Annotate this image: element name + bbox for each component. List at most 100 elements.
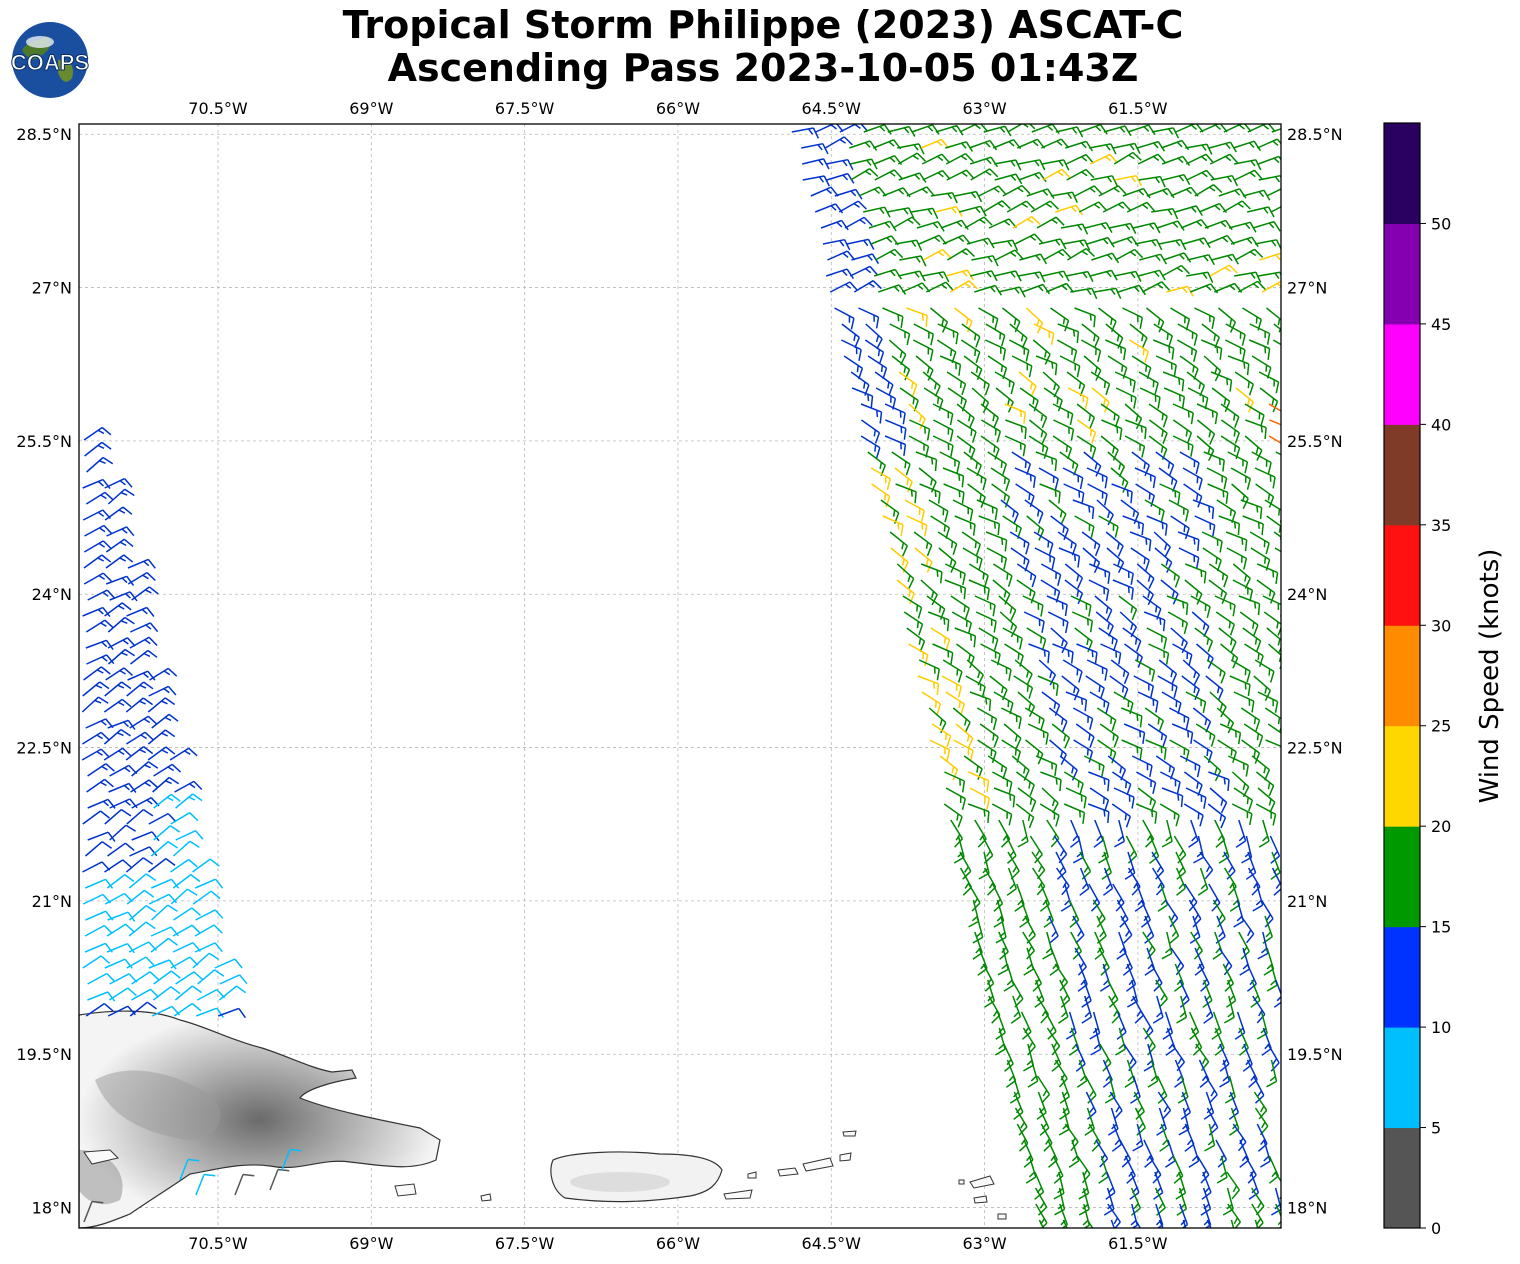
wind-barb [1090, 371, 1111, 396]
wind-barb [1245, 851, 1257, 880]
wind-barb [1143, 1043, 1155, 1072]
wind-barb [1146, 307, 1165, 333]
wind-barb [994, 371, 1015, 395]
wind-barb [981, 835, 994, 864]
wind-barb [1065, 787, 1087, 809]
wind-barb [1011, 355, 1033, 378]
wind-barb [1273, 323, 1281, 331]
wind-barb [1052, 643, 1074, 664]
wind-barb [930, 191, 958, 204]
wind-barb [1151, 127, 1180, 139]
wind-barb [930, 627, 951, 651]
wind-barb [1192, 707, 1212, 733]
wind-barb [944, 563, 966, 586]
wind-barb [1076, 1155, 1091, 1184]
wind-barb [904, 499, 925, 522]
wind-barb [1031, 867, 1046, 896]
wind-barb [1097, 739, 1117, 764]
wind-barb [194, 942, 223, 953]
wind-barb [1014, 233, 1043, 245]
wind-barb [1166, 595, 1189, 615]
colorbar: 0 5 10 15 20 25 30 35 40 45 50 [1383, 122, 1451, 1238]
wind-barb [850, 168, 879, 181]
wind-barb [1052, 1155, 1064, 1184]
lat-tick-left: 27°N [32, 279, 72, 298]
wind-barb [1111, 771, 1132, 796]
wind-barb [1263, 611, 1281, 636]
wind-barb [953, 835, 965, 864]
wind-barb [801, 142, 829, 155]
wind-barb [1144, 707, 1165, 732]
wind-barb [1027, 1059, 1039, 1088]
wind-barb [892, 216, 921, 229]
coaps-logo: COAPS [10, 22, 90, 98]
wind-barb [1022, 1027, 1036, 1056]
wind-barb [1258, 819, 1270, 848]
lat-tick-right: 27°N [1287, 279, 1327, 298]
wind-barb [860, 435, 881, 459]
wind-barb [1234, 271, 1262, 283]
wind-barb [1028, 643, 1050, 664]
wind-barb [82, 606, 111, 618]
wind-barb [932, 643, 954, 665]
wind-barb [987, 755, 1008, 780]
wind-barb [965, 675, 986, 698]
wind-barb [942, 659, 963, 683]
wind-barb [1059, 979, 1071, 1008]
lon-tick-bottom: 66°W [656, 1234, 700, 1253]
wind-barb [1224, 339, 1246, 362]
wind-barb [1235, 819, 1247, 848]
wind-barb [1121, 707, 1143, 728]
wind-barb [1261, 280, 1281, 293]
wind-barb [127, 571, 156, 585]
wind-barb [1175, 1171, 1187, 1200]
wind-barb [922, 371, 941, 397]
wind-barb [1113, 787, 1135, 809]
wind-barb [129, 1001, 157, 1017]
wind-barb [1177, 1075, 1189, 1104]
wind-barb [1094, 287, 1122, 300]
wind-barb [1238, 595, 1261, 616]
wind-barb [921, 153, 951, 165]
wind-barb [1230, 659, 1251, 683]
wind-barb [1019, 387, 1039, 412]
wind-barb [928, 499, 949, 523]
wind-barb [994, 173, 1023, 185]
wind-barb [1195, 1043, 1210, 1072]
wind-barb [1136, 771, 1157, 794]
wind-barb [1136, 563, 1155, 590]
wind-barb [1059, 755, 1078, 781]
wind-barb [1083, 355, 1102, 381]
wind-barb [1196, 403, 1218, 425]
wind-barb [978, 185, 1007, 197]
wind-barb [85, 841, 113, 857]
wind-barb [1092, 899, 1106, 928]
wind-barb [1242, 307, 1263, 331]
wind-barb [882, 515, 904, 537]
wind-barb [873, 268, 903, 280]
wind-barb [1255, 483, 1275, 508]
wind-barb [1256, 579, 1276, 604]
wind-barb [820, 219, 849, 231]
wind-barb [1216, 1155, 1228, 1184]
wind-barb [956, 419, 977, 443]
wind-barb [858, 186, 887, 197]
wind-barb [1002, 184, 1031, 197]
wind-barb [1114, 371, 1136, 393]
axis-tick-labels: 70.5°W 70.5°W 69°W 69°W 67.5°W 67.5°W 66°W 66°W… [16, 99, 1342, 1253]
wind-barb [1096, 499, 1114, 526]
wind-barb [83, 1200, 104, 1223]
wind-barb [1254, 467, 1276, 489]
wind-barb [1257, 787, 1276, 813]
wind-barb [1074, 307, 1096, 328]
wind-barb [1148, 1155, 1162, 1184]
wind-barb [1210, 371, 1233, 392]
wind-barb [913, 323, 935, 346]
wind-barb [923, 387, 944, 411]
wind-barb [1076, 419, 1097, 444]
colorbar-tick-label: 35 [1431, 516, 1451, 535]
wind-barb [1162, 371, 1185, 392]
wind-barb [1238, 931, 1250, 960]
wind-barb [1043, 248, 1072, 261]
lon-tick-top: 66°W [656, 99, 700, 118]
